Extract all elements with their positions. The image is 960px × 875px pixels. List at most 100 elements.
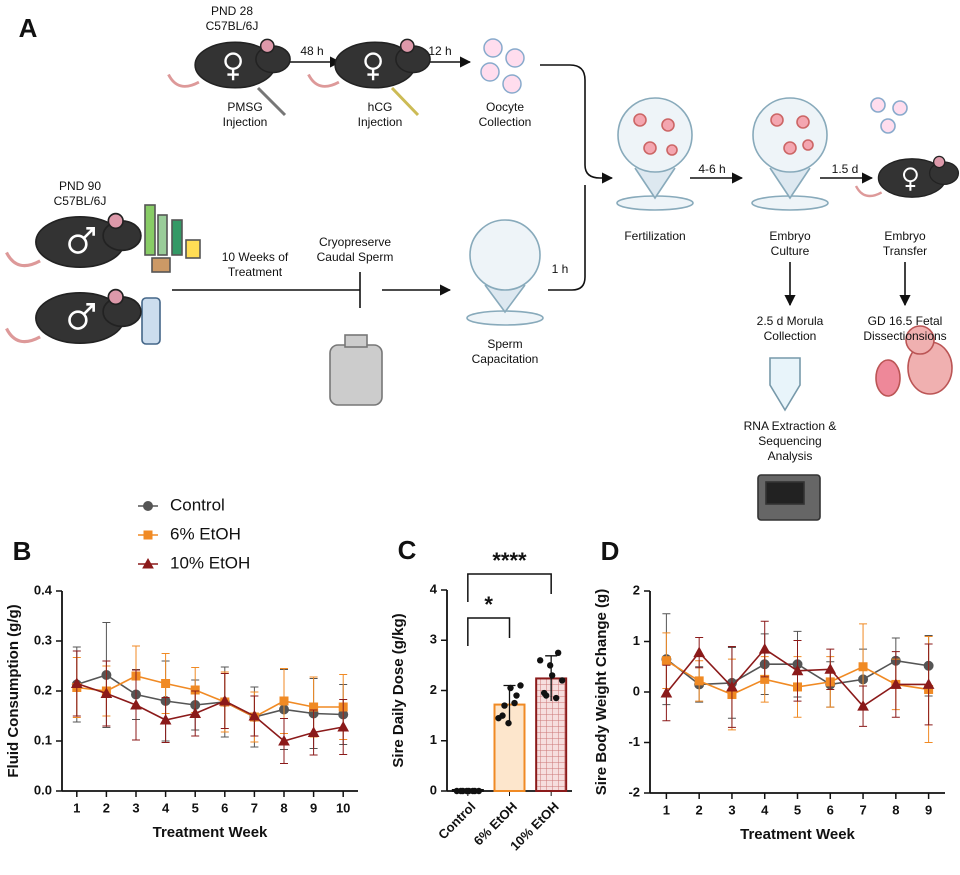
- series-line: [76, 674, 344, 718]
- x-tick-label: 5: [794, 802, 801, 817]
- nitrogen-tank: [329, 334, 383, 406]
- marker: [143, 501, 153, 511]
- bottles: [144, 204, 201, 273]
- mouse: [5, 288, 142, 345]
- water-bottle: [141, 297, 161, 345]
- diagram-label: PMSG Injection: [223, 100, 268, 129]
- diagram-label: Oocyte Collection: [479, 100, 532, 129]
- significance-label: ****: [492, 548, 527, 573]
- x-tick-label: 3: [728, 802, 735, 817]
- diagram-label-line: RNA Extraction &: [744, 419, 837, 433]
- data-point: [475, 787, 483, 795]
- diagram-label-line: Cryopreserve: [319, 235, 391, 249]
- y-tick-label: 2: [633, 582, 640, 597]
- diagram-label: PND 90 C57BL/6J: [54, 179, 107, 208]
- diagram-label-line: C57BL/6J: [206, 19, 259, 33]
- y-tick-label: 0: [633, 683, 640, 698]
- y-tick-label: 4: [430, 581, 438, 596]
- y-tick-label: 0.2: [34, 682, 52, 697]
- diagram-label-line: Sperm: [487, 337, 522, 351]
- dish-fertilization: [616, 97, 694, 211]
- x-axis-label: Treatment Week: [740, 826, 855, 843]
- diagram-label-line: Collection: [764, 329, 817, 343]
- marker: [858, 662, 868, 672]
- diagram-label-line: Collection: [479, 115, 532, 129]
- mouse: [167, 38, 291, 89]
- y-tick-label: 0.4: [34, 582, 53, 597]
- diagram-label-line: PMSG: [227, 100, 262, 114]
- marker: [100, 687, 113, 698]
- diagram-label: 1 h: [552, 262, 569, 276]
- diagram-label: GD 16.5 Fetal Dissectionsions: [863, 314, 946, 343]
- mouse-tail: [854, 185, 883, 198]
- data-point: [469, 787, 477, 795]
- diagram-label: Fertilization: [624, 229, 685, 243]
- x-tick-label: 6: [827, 802, 834, 817]
- diagram-label-line: Sequencing: [758, 434, 821, 448]
- y-tick-label: 1: [430, 732, 437, 747]
- data-point: [536, 657, 544, 664]
- sex-symbol: [68, 234, 88, 254]
- diagram-label: 10 Weeks of Treatment: [222, 250, 289, 279]
- diagram-label-line: Embryo: [884, 229, 926, 243]
- mouse-ear: [107, 212, 124, 230]
- data-point: [463, 787, 471, 795]
- y-axis-label: Fluid Consumption (g/g): [5, 604, 22, 777]
- y-tick-label: 0.0: [34, 782, 52, 797]
- y-tick-label: 0: [430, 782, 437, 797]
- marker: [248, 709, 261, 721]
- x-tick-label: 2: [696, 802, 703, 817]
- significance-bracket: [467, 573, 552, 602]
- data-point: [499, 712, 506, 719]
- diagram-label-line: Transfer: [883, 244, 927, 258]
- data-point: [548, 672, 556, 679]
- mouse-tail: [5, 251, 41, 268]
- diagram-label-line: Injection: [358, 115, 403, 129]
- diagram-label-line: PND 28: [211, 4, 253, 18]
- diagram-label-line: Analysis: [768, 449, 813, 463]
- marker: [130, 698, 142, 710]
- x-tick-label: 3: [132, 800, 139, 815]
- y-tick-label: 0.1: [34, 732, 52, 747]
- y-axis-label: Sire Body Weight Change (g): [593, 589, 610, 795]
- marker: [693, 646, 706, 658]
- syringe: [390, 86, 420, 117]
- diagram-label: 48 h: [300, 44, 323, 58]
- diagram-label: 2.5 d Morula Collection: [757, 314, 824, 343]
- marker: [218, 694, 231, 706]
- data-point: [517, 682, 524, 689]
- panel-label: B: [13, 536, 32, 566]
- mouse-ear: [107, 288, 124, 306]
- mouse-ear: [259, 38, 275, 54]
- marker: [307, 726, 320, 737]
- x-tick-label: 8: [280, 800, 287, 815]
- diagram-label-line: Treatment: [228, 265, 283, 279]
- marker: [922, 678, 935, 689]
- syringe: [256, 86, 287, 117]
- legend-label: Control: [170, 495, 225, 514]
- data-point: [457, 787, 465, 795]
- tube: [769, 357, 801, 412]
- y-tick-label: 2: [430, 682, 437, 697]
- diagram-label: 12 h: [428, 44, 451, 58]
- marker: [889, 678, 902, 689]
- data-point: [507, 684, 514, 692]
- x-tick-label: 10: [336, 800, 350, 815]
- diagram-label-line: Embryo: [769, 229, 811, 243]
- panel-label: A: [19, 13, 38, 43]
- y-tick-label: -1: [628, 734, 640, 749]
- mouse-ear: [399, 38, 415, 54]
- y-axis-label: Sire Daily Dose (g/kg): [390, 613, 407, 767]
- sex-symbol: [902, 167, 918, 183]
- marker: [694, 676, 704, 686]
- series-line: [76, 682, 344, 742]
- diagram-label: Embryo Culture: [769, 229, 811, 258]
- marker: [857, 700, 869, 711]
- diagram-label-line: 10 Weeks of: [222, 250, 289, 264]
- marker: [278, 734, 290, 746]
- diagram-label-line: GD 16.5 Fetal: [868, 314, 943, 328]
- diagram-label: Sperm Capacitation: [472, 337, 539, 366]
- diagram-label-line: Culture: [771, 244, 810, 258]
- arrow: [540, 64, 614, 184]
